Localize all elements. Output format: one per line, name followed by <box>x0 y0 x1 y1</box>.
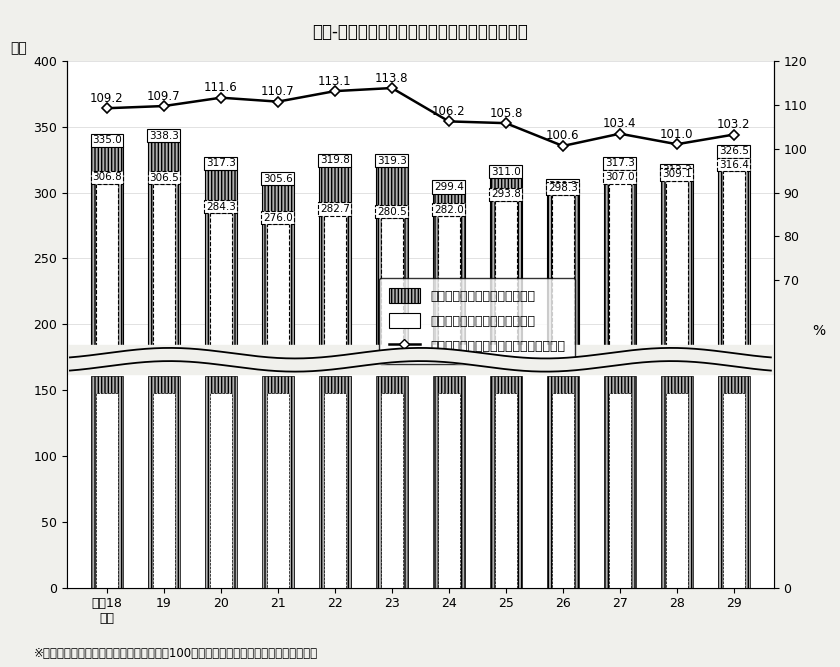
Text: 276.0: 276.0 <box>263 213 293 223</box>
Bar <box>262 376 294 588</box>
Bar <box>319 167 350 588</box>
Bar <box>433 376 465 588</box>
Text: 103.4: 103.4 <box>603 117 637 130</box>
Bar <box>149 376 180 588</box>
Text: 307.0: 307.0 <box>605 172 635 182</box>
Text: 110.7: 110.7 <box>261 85 295 98</box>
Text: 312.2: 312.2 <box>662 165 692 175</box>
Bar <box>96 183 118 588</box>
Bar <box>547 376 579 588</box>
Bar <box>661 376 692 588</box>
Text: 319.3: 319.3 <box>377 156 407 166</box>
Text: 284.3: 284.3 <box>206 202 236 212</box>
Text: 317.3: 317.3 <box>206 158 236 168</box>
Text: 100.6: 100.6 <box>546 129 580 143</box>
Bar <box>661 177 692 588</box>
Bar <box>438 216 459 588</box>
Bar <box>552 195 574 588</box>
Text: 300.2: 300.2 <box>548 181 578 191</box>
Bar <box>381 393 402 588</box>
Text: 109.2: 109.2 <box>90 92 123 105</box>
Bar <box>718 376 749 588</box>
Text: 109.7: 109.7 <box>147 89 181 103</box>
Bar <box>723 171 745 588</box>
Bar <box>267 393 289 588</box>
Bar <box>210 213 232 588</box>
Bar <box>495 393 517 588</box>
Bar <box>491 376 522 588</box>
Bar <box>433 193 465 588</box>
Bar <box>438 393 459 588</box>
Bar <box>491 178 522 588</box>
Bar <box>92 147 123 588</box>
Legend: １人当たり県民所得（左目盛）, １人当たり国民所得（左目盛）, １人当たり国民所得との比較（右目盛）: １人当たり県民所得（左目盛）, １人当たり国民所得（左目盛）, １人当たり国民所… <box>379 277 575 364</box>
Text: 335.0: 335.0 <box>92 135 122 145</box>
Text: 293.8: 293.8 <box>491 189 521 199</box>
Text: 306.5: 306.5 <box>149 173 179 183</box>
Bar <box>723 393 745 588</box>
Bar <box>205 169 237 588</box>
Text: 319.8: 319.8 <box>320 155 350 165</box>
Y-axis label: %: % <box>812 324 825 338</box>
Bar <box>324 393 346 588</box>
Text: 326.5: 326.5 <box>719 146 748 156</box>
Bar <box>267 224 289 588</box>
Bar <box>262 185 294 588</box>
Bar <box>319 376 350 588</box>
Text: 317.3: 317.3 <box>605 158 635 168</box>
Text: 図３-６　１人当たり県民所得と国民所得の推移: 図３-６ １人当たり県民所得と国民所得の推移 <box>312 23 528 41</box>
Bar <box>666 181 688 588</box>
Bar <box>376 167 407 588</box>
Bar <box>609 393 631 588</box>
Text: ※折れ線グラフは、１人当たり国民所得を100とした場合の１人当たり県民所得の水準: ※折れ線グラフは、１人当たり国民所得を100とした場合の１人当たり県民所得の水準 <box>34 648 318 660</box>
Bar <box>609 183 631 588</box>
Bar <box>547 192 579 588</box>
Text: 105.8: 105.8 <box>489 107 522 119</box>
Text: 101.0: 101.0 <box>660 127 694 141</box>
Bar <box>604 376 636 588</box>
Text: 299.4: 299.4 <box>434 182 464 192</box>
Bar <box>153 393 175 588</box>
Text: 305.6: 305.6 <box>263 174 293 184</box>
Text: 298.3: 298.3 <box>548 183 578 193</box>
Bar <box>149 142 180 588</box>
Text: 111.6: 111.6 <box>204 81 238 94</box>
Bar <box>92 376 123 588</box>
Bar <box>205 376 237 588</box>
Text: 万円: 万円 <box>11 41 27 55</box>
Text: 280.5: 280.5 <box>377 207 407 217</box>
Text: 306.8: 306.8 <box>92 172 122 182</box>
Bar <box>153 184 175 588</box>
Bar <box>376 376 407 588</box>
Bar <box>495 201 517 588</box>
Text: 316.4: 316.4 <box>719 159 748 169</box>
Bar <box>96 393 118 588</box>
Bar <box>381 218 402 588</box>
Bar <box>718 157 749 588</box>
Text: 113.1: 113.1 <box>318 75 352 87</box>
Text: 103.2: 103.2 <box>717 118 751 131</box>
Text: 311.0: 311.0 <box>491 167 521 177</box>
Text: 309.1: 309.1 <box>662 169 691 179</box>
Text: 338.3: 338.3 <box>149 131 179 141</box>
Text: 282.7: 282.7 <box>320 204 350 214</box>
Bar <box>604 169 636 588</box>
Bar <box>210 393 232 588</box>
Bar <box>552 393 574 588</box>
Text: 282.0: 282.0 <box>434 205 464 215</box>
Bar <box>324 215 346 588</box>
Bar <box>666 393 688 588</box>
Text: 113.8: 113.8 <box>375 71 409 85</box>
Text: 106.2: 106.2 <box>432 105 465 118</box>
